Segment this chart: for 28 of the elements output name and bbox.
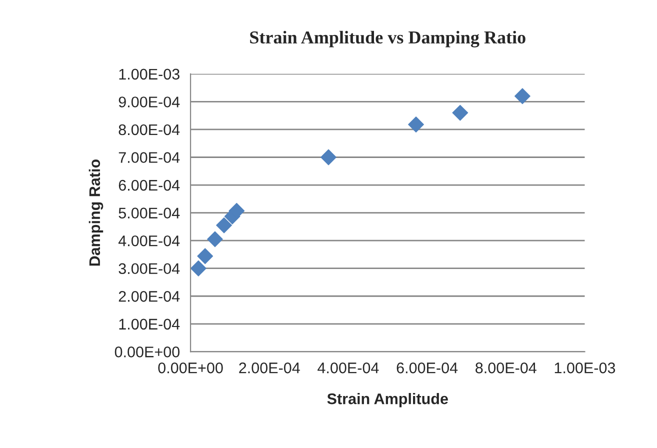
x-tick-label: 2.00E-04 [239, 362, 300, 374]
point [207, 231, 223, 248]
x-tick-label: 1.00E-03 [554, 362, 616, 374]
point [216, 217, 232, 234]
x-tick-label: 0.00E+00 [158, 362, 223, 374]
y-tick-label: 1.00E-03 [119, 68, 180, 80]
point [320, 149, 336, 166]
y-tick-label: 7.00E-04 [118, 152, 180, 163]
point [190, 260, 206, 276]
y-axis-title: Damping Ratio [88, 160, 104, 266]
x-axis-title: Strain Amplitude [327, 393, 448, 408]
y-tick-label: 0.00E+00 [114, 346, 180, 358]
point [408, 116, 424, 132]
x-tick-label: 6.00E-04 [396, 362, 458, 374]
x-tick-label: 4.00E-04 [318, 362, 379, 374]
y-tick-label: 9.00E-04 [118, 96, 180, 108]
y-tick-label: 2.00E-04 [118, 290, 180, 302]
point [514, 88, 530, 104]
y-tick-label: 4.00E-04 [118, 235, 180, 246]
chart-title: Strain Amplitude vs Damping Ratio [250, 30, 526, 48]
point [452, 104, 468, 121]
y-tick-label: 6.00E-04 [118, 180, 180, 191]
y-tick-label: 5.00E-04 [118, 208, 180, 218]
y-tick-label: 1.00E-04 [119, 318, 180, 330]
y-tick-label: 8.00E-04 [118, 124, 180, 136]
x-tick-label: 8.00E-04 [476, 362, 536, 374]
y-tick-label: 3.00E-04 [118, 263, 180, 274]
point [197, 248, 214, 264]
